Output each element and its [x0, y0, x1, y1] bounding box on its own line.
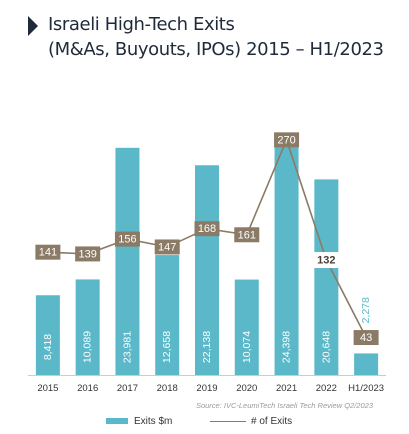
- legend-label-count: # of Exits: [251, 416, 293, 427]
- x-tick-label-2021: 2021: [276, 383, 297, 394]
- count-point-box-2020: [234, 227, 260, 243]
- count-point-box-2016: [75, 246, 101, 262]
- count-point-label-2022: 132: [317, 255, 335, 267]
- count-point-label-2015: 141: [39, 247, 57, 259]
- bar-value-label-H1/2023: 2,278: [360, 297, 372, 323]
- x-tick-label-2015: 2015: [37, 383, 58, 394]
- bar-value-label-2020: 10,074: [241, 331, 253, 363]
- count-point-box-2018: [154, 239, 180, 255]
- chart-title-line-2: (M&As, Buyouts, IPOs) 2015 – H1/2023: [48, 39, 384, 60]
- bar-value-label-2019: 22,138: [201, 331, 213, 363]
- count-point-label-2019: 168: [198, 223, 216, 235]
- count-point-box-H1/2023: [353, 330, 379, 346]
- bar-value-label-2015: 8,418: [42, 334, 54, 360]
- x-tick-label-2018: 2018: [157, 383, 178, 394]
- legend-item-exits: Exits $m: [106, 416, 172, 427]
- count-point-label-2020: 161: [238, 229, 256, 241]
- bar-2016: [75, 279, 100, 375]
- bar-value-label-2016: 10,089: [82, 331, 94, 363]
- bar-value-label-2022: 20,648: [320, 331, 332, 363]
- bar-2015: [35, 295, 60, 375]
- x-tick-label-2019: 2019: [196, 383, 217, 394]
- count-point-box-2017: [114, 231, 140, 247]
- bar-value-label-2021: 24,398: [281, 331, 293, 363]
- count-point-box-2015: [35, 244, 61, 260]
- bar-value-label-2018: 12,658: [161, 331, 173, 363]
- bar-H1/2023: [354, 353, 379, 375]
- x-tick-label-2020: 2020: [236, 383, 257, 394]
- count-point-label-2018: 147: [158, 241, 176, 253]
- legend-bar-swatch: [106, 418, 128, 425]
- chart-title-line-1: Israeli High-Tech Exits: [48, 14, 235, 35]
- source-note: Source: IVC-LeumiTech Israeli Tech Revie…: [195, 401, 373, 410]
- legend-line-swatch: [210, 420, 246, 423]
- legend-label-exits: Exits $m: [134, 416, 173, 427]
- count-point-label-2017: 156: [118, 234, 136, 246]
- bar-2021: [274, 143, 299, 375]
- count-point-label-2016: 139: [78, 248, 96, 260]
- count-point-box-2022: [313, 252, 340, 269]
- x-tick-label-2022: 2022: [316, 383, 337, 394]
- count-point-box-2019: [194, 221, 220, 237]
- bar-2019: [195, 165, 219, 375]
- count-point-label-2021: 270: [277, 134, 295, 146]
- count-point-box-2021: [274, 132, 300, 148]
- count-point-label-H1/2023: 43: [360, 332, 372, 344]
- x-tick-label-H1/2023: H1/2023: [348, 383, 384, 394]
- legend-item-count: # of Exits: [210, 416, 292, 427]
- title-marker-icon: [28, 16, 38, 36]
- x-tick-label-2017: 2017: [117, 383, 138, 394]
- x-tick-label-2016: 2016: [77, 383, 98, 394]
- bar-2020: [234, 279, 259, 375]
- bar-value-label-2017: 23,981: [121, 331, 133, 363]
- bar-2017: [115, 147, 140, 375]
- bar-2018: [155, 255, 180, 375]
